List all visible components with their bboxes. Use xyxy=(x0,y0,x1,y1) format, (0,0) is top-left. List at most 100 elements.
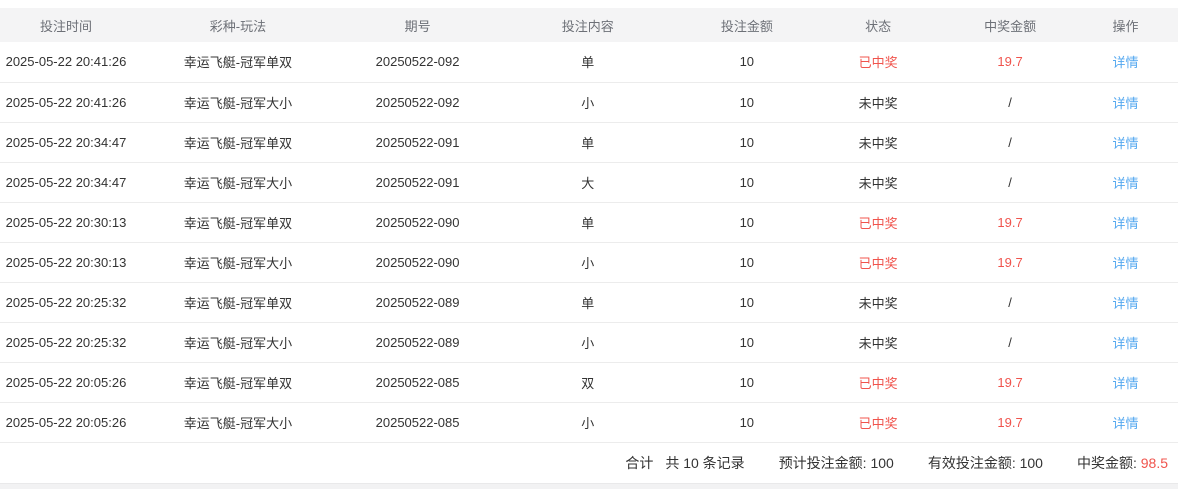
bet-content-cell: 单 xyxy=(491,42,685,83)
status-cell: 未中奖 xyxy=(809,122,948,163)
prize-amount-cell: 19.7 xyxy=(947,402,1074,443)
issue-number-cell: 20250522-091 xyxy=(343,122,492,163)
issue-number-cell: 20250522-092 xyxy=(343,42,492,83)
detail-link[interactable]: 详情 xyxy=(1112,375,1139,391)
detail-link[interactable]: 详情 xyxy=(1112,175,1139,191)
bottom-strip xyxy=(0,482,1178,489)
action-cell: 详情 xyxy=(1073,362,1178,403)
prize-amount-cell: / xyxy=(947,322,1074,363)
bet-amount-cell: 10 xyxy=(684,362,810,403)
bet-content-cell: 大 xyxy=(491,162,685,203)
status-cell: 已中奖 xyxy=(809,402,948,443)
bet-content-cell: 单 xyxy=(491,282,685,323)
action-cell: 详情 xyxy=(1073,122,1178,163)
column-header-game-play: 彩种-玩法 xyxy=(131,8,344,42)
table-row: 2025-05-22 20:41:26 幸运飞艇-冠军大小 20250522-092… xyxy=(0,82,1178,123)
game-play-cell: 幸运飞艇-冠军单双 xyxy=(131,202,344,243)
summary-prize-amount: 中奖金额: 98.5 xyxy=(1077,453,1168,473)
table-row: 2025-05-22 20:30:13 幸运飞艇-冠军大小 20250522-090… xyxy=(0,242,1178,283)
table-header-row: 投注时间 彩种-玩法 期号 投注内容 投注金额 状态 中奖金额 操作 xyxy=(0,8,1178,42)
issue-number-cell: 20250522-089 xyxy=(343,322,492,363)
table-row: 2025-05-22 20:25:32 幸运飞艇-冠军单双 20250522-089… xyxy=(0,282,1178,323)
bet-content-cell: 单 xyxy=(491,122,685,163)
table-row: 2025-05-22 20:05:26 幸运飞艇-冠军单双 20250522-085… xyxy=(0,362,1178,403)
bet-time-cell: 2025-05-22 20:41:26 xyxy=(0,82,132,123)
table-body: 2025-05-22 20:41:26 幸运飞艇-冠军单双 20250522-092… xyxy=(0,42,1178,443)
summary-valid-amount: 有效投注金额: 100 xyxy=(928,453,1043,473)
game-play-cell: 幸运飞艇-冠军大小 xyxy=(131,322,344,363)
summary-prize-value: 98.5 xyxy=(1140,454,1168,471)
bet-content-cell: 单 xyxy=(491,202,685,243)
bet-time-cell: 2025-05-22 20:05:26 xyxy=(0,362,132,403)
summary-expected-amount: 预计投注金额: 100 xyxy=(779,453,894,473)
bet-amount-cell: 10 xyxy=(684,82,810,123)
action-cell: 详情 xyxy=(1073,282,1178,323)
game-play-cell: 幸运飞艇-冠军大小 xyxy=(131,162,344,203)
column-header-prize: 中奖金额 xyxy=(947,8,1074,42)
action-cell: 详情 xyxy=(1073,162,1178,203)
game-play-cell: 幸运飞艇-冠军单双 xyxy=(131,122,344,163)
detail-link[interactable]: 详情 xyxy=(1112,335,1139,351)
bet-time-cell: 2025-05-22 20:34:47 xyxy=(0,162,132,203)
game-play-cell: 幸运飞艇-冠军单双 xyxy=(131,42,344,83)
status-cell: 未中奖 xyxy=(809,82,948,123)
game-play-cell: 幸运飞艇-冠军大小 xyxy=(131,82,344,123)
table-row: 2025-05-22 20:05:26 幸运飞艇-冠军大小 20250522-085… xyxy=(0,402,1178,443)
status-cell: 已中奖 xyxy=(809,42,948,83)
bet-amount-cell: 10 xyxy=(684,202,810,243)
issue-number-cell: 20250522-092 xyxy=(343,82,492,123)
column-header-action: 操作 xyxy=(1073,8,1178,42)
table-row: 2025-05-22 20:41:26 幸运飞艇-冠军单双 20250522-092… xyxy=(0,42,1178,83)
game-play-cell: 幸运飞艇-冠军大小 xyxy=(131,242,344,283)
prize-amount-cell: / xyxy=(947,282,1074,323)
detail-link[interactable]: 详情 xyxy=(1112,215,1139,231)
summary-prize-label: 中奖金额: xyxy=(1076,454,1137,471)
table-row: 2025-05-22 20:34:47 幸运飞艇-冠军单双 20250522-091… xyxy=(0,122,1178,163)
bet-content-cell: 小 xyxy=(491,322,685,363)
bet-content-cell: 小 xyxy=(491,242,685,283)
status-cell: 已中奖 xyxy=(809,242,948,283)
bet-records-table: 投注时间 彩种-玩法 期号 投注内容 投注金额 状态 中奖金额 操作 2025-… xyxy=(0,8,1178,443)
status-cell: 已中奖 xyxy=(809,202,948,243)
summary-bar: 合计共 10 条记录 预计投注金额: 100 有效投注金额: 100 中奖金额:… xyxy=(0,443,1178,483)
issue-number-cell: 20250522-090 xyxy=(343,202,492,243)
detail-link[interactable]: 详情 xyxy=(1112,415,1139,431)
detail-link[interactable]: 详情 xyxy=(1112,295,1139,311)
status-cell: 未中奖 xyxy=(809,162,948,203)
bet-amount-cell: 10 xyxy=(684,322,810,363)
bet-content-cell: 双 xyxy=(491,362,685,403)
bet-amount-cell: 10 xyxy=(684,242,810,283)
column-header-bet-time: 投注时间 xyxy=(0,8,132,42)
summary-expected-label: 预计投注金额: xyxy=(778,454,867,471)
column-header-status: 状态 xyxy=(809,8,948,42)
column-header-bet-content: 投注内容 xyxy=(491,8,685,42)
issue-number-cell: 20250522-085 xyxy=(343,362,492,403)
bet-time-cell: 2025-05-22 20:30:13 xyxy=(0,202,132,243)
status-cell: 未中奖 xyxy=(809,282,948,323)
table-row: 2025-05-22 20:25:32 幸运飞艇-冠军大小 20250522-089… xyxy=(0,322,1178,363)
prize-amount-cell: 19.7 xyxy=(947,242,1074,283)
bet-content-cell: 小 xyxy=(491,82,685,123)
prize-amount-cell: 19.7 xyxy=(947,362,1074,403)
bet-time-cell: 2025-05-22 20:41:26 xyxy=(0,42,132,83)
table-row: 2025-05-22 20:30:13 幸运飞艇-冠军单双 20250522-090… xyxy=(0,202,1178,243)
issue-number-cell: 20250522-085 xyxy=(343,402,492,443)
prize-amount-cell: / xyxy=(947,82,1074,123)
summary-record-count: 共 10 条记录 xyxy=(665,454,745,471)
table-row: 2025-05-22 20:34:47 幸运飞艇-冠军大小 20250522-091… xyxy=(0,162,1178,203)
detail-link[interactable]: 详情 xyxy=(1112,55,1139,71)
action-cell: 详情 xyxy=(1073,402,1178,443)
column-header-bet-amount: 投注金额 xyxy=(684,8,810,42)
game-play-cell: 幸运飞艇-冠军单双 xyxy=(131,282,344,323)
detail-link[interactable]: 详情 xyxy=(1112,95,1139,111)
status-cell: 已中奖 xyxy=(809,362,948,403)
bet-amount-cell: 10 xyxy=(684,282,810,323)
game-play-cell: 幸运飞艇-冠军大小 xyxy=(131,402,344,443)
issue-number-cell: 20250522-090 xyxy=(343,242,492,283)
prize-amount-cell: 19.7 xyxy=(947,202,1074,243)
summary-valid-value: 100 xyxy=(1019,454,1043,471)
action-cell: 详情 xyxy=(1073,202,1178,243)
detail-link[interactable]: 详情 xyxy=(1112,255,1139,271)
detail-link[interactable]: 详情 xyxy=(1112,135,1139,151)
